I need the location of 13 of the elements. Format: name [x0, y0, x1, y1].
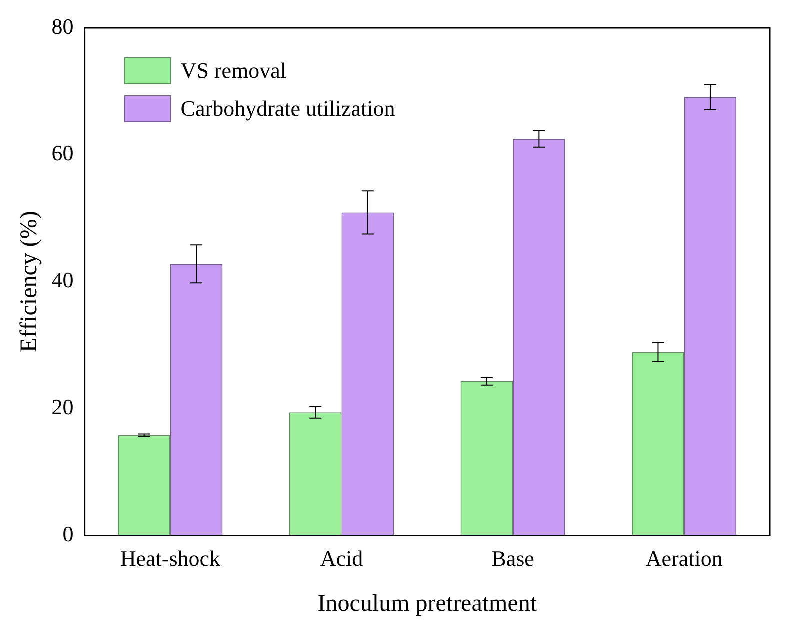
x-tick-label: Acid — [320, 546, 364, 571]
y-axis-title: Efficiency (%) — [16, 211, 43, 353]
x-tick-label: Base — [492, 546, 534, 571]
x-tick-label: Heat-shock — [120, 546, 221, 571]
y-tick-label: 40 — [52, 268, 74, 293]
y-tick-label: 0 — [62, 522, 74, 547]
x-tick-label: Aeration — [646, 546, 723, 571]
y-tick-label: 20 — [52, 394, 74, 420]
legend-label: Carbohydrate utilization — [180, 96, 396, 121]
y-tick-label: 60 — [52, 140, 74, 166]
x-axis-title: Inoculum pretreatment — [318, 590, 538, 617]
legend-label: VS removal — [180, 58, 287, 83]
y-tick-label: 80 — [52, 14, 74, 39]
